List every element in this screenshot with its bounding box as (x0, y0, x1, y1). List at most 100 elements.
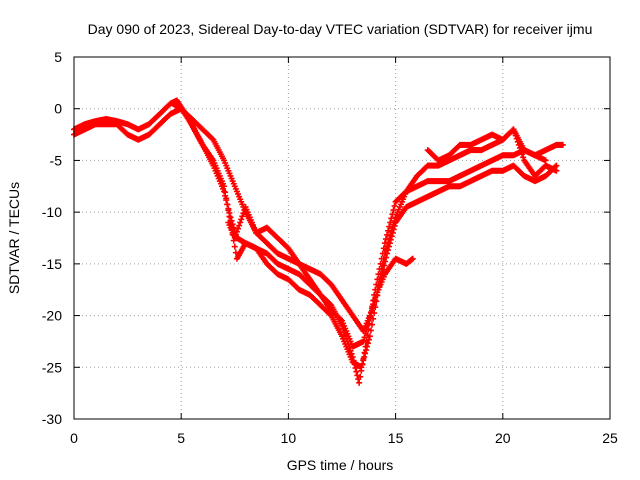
data-point (359, 360, 366, 367)
data-point (358, 364, 365, 371)
data-point (365, 336, 372, 343)
data-point (385, 227, 392, 234)
x-tick-labels: 0 5 10 15 20 25 (70, 430, 618, 446)
data-point (224, 201, 231, 208)
data-point (370, 301, 377, 308)
data-point (238, 216, 245, 223)
data-point (367, 309, 374, 316)
y-tick-label: -30 (42, 411, 62, 427)
data-point (231, 235, 238, 241)
data-point (366, 313, 373, 320)
data-point (369, 305, 376, 312)
data-point (353, 368, 360, 375)
data-point (386, 236, 393, 243)
data-point (386, 223, 393, 230)
y-tick-label: -5 (50, 152, 63, 168)
data-point (231, 243, 238, 250)
data-point (378, 266, 385, 273)
data-point (225, 207, 232, 214)
data-point (226, 213, 233, 220)
data-point (236, 222, 243, 229)
data-point (221, 183, 228, 190)
y-tick-label: -15 (42, 256, 62, 272)
x-tick-label: 10 (281, 430, 297, 446)
data-point (388, 228, 395, 235)
x-tick-label: 5 (177, 430, 185, 446)
data-point (363, 326, 370, 333)
data-point (362, 350, 369, 357)
data-point (371, 302, 378, 309)
plot-frame (73, 56, 611, 420)
data-point (387, 219, 394, 226)
data-point (511, 129, 518, 136)
data-point (520, 154, 527, 161)
data-point (512, 132, 519, 139)
data-point (390, 207, 397, 214)
data-point (379, 260, 386, 267)
data-point (387, 232, 394, 239)
data-point (515, 141, 522, 148)
x-tick-label: 15 (388, 430, 404, 446)
data-point (409, 255, 416, 262)
data-point (239, 213, 246, 220)
data-point (235, 225, 242, 232)
data-point (223, 195, 230, 202)
data-point (380, 255, 387, 262)
y-tick-label: -20 (42, 308, 62, 324)
data-point (356, 379, 363, 386)
axis-ticks (73, 56, 611, 420)
grid (74, 57, 610, 419)
data-point (364, 340, 371, 347)
data-point (388, 215, 395, 222)
data-point (510, 126, 517, 133)
y-tick-label: 5 (54, 49, 62, 65)
data-point (514, 138, 521, 145)
data-point (390, 221, 397, 228)
data-point (222, 189, 229, 196)
data-point (364, 343, 371, 350)
x-axis-title: GPS time / hours (287, 457, 394, 473)
data-point (232, 231, 239, 238)
data-point (327, 311, 334, 318)
chart-title: Day 090 of 2023, Sidereal Day-to-day VTE… (88, 21, 593, 37)
data-point (542, 157, 549, 164)
data-point (362, 330, 369, 337)
data-point (364, 321, 371, 328)
x-tick-label: 25 (602, 430, 618, 446)
y-axis-title: SDTVAR / TECUs (6, 182, 22, 294)
data-point (237, 219, 244, 226)
data-point (385, 239, 392, 246)
data-point (381, 250, 388, 257)
data-point (553, 162, 560, 169)
data-point (391, 202, 398, 209)
data-point (519, 151, 526, 158)
data-point (227, 214, 234, 221)
data-point (391, 217, 398, 224)
data-point (384, 243, 391, 250)
data-point (240, 210, 247, 217)
y-tick-label: -25 (42, 359, 62, 375)
x-tick-label: 0 (70, 430, 78, 446)
y-tick-labels: 5 0 -5 -10 -15 -20 -25 -30 (42, 49, 62, 427)
data-point (363, 347, 370, 354)
data-points (71, 97, 566, 386)
data-point (361, 334, 368, 341)
data-point (357, 373, 364, 380)
y-tick-label: 0 (54, 101, 62, 117)
data-point (360, 357, 367, 364)
y-tick-label: -10 (42, 204, 62, 220)
data-point (518, 148, 525, 155)
data-point (367, 327, 374, 334)
x-tick-label: 20 (495, 430, 511, 446)
data-point (221, 188, 228, 195)
data-point (516, 145, 523, 152)
data-point (337, 316, 344, 323)
data-point (360, 338, 367, 345)
data-point (559, 141, 566, 148)
data-point (389, 225, 396, 232)
data-point (513, 135, 520, 142)
data-point (209, 135, 216, 142)
data-point (382, 246, 389, 253)
data-point (553, 167, 560, 174)
